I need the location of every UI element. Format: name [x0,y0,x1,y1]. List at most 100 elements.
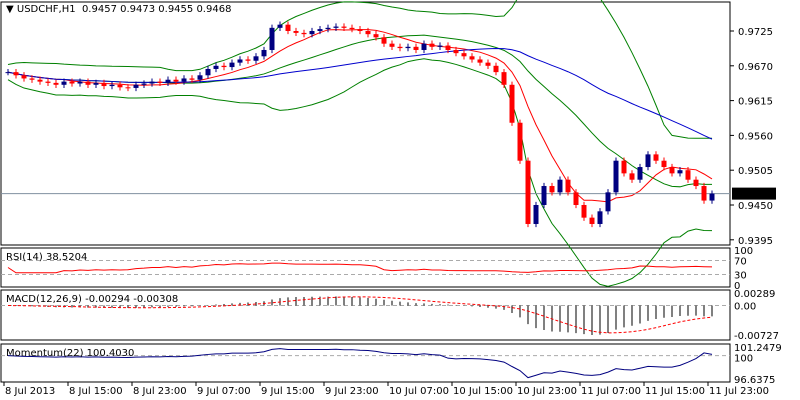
candle-body [381,37,387,44]
candle-body [157,81,163,83]
rsi-line [7,262,713,274]
rsi-label: RSI(14) 38.5204 [6,252,87,263]
candle-body [237,59,243,63]
candle-body [229,62,235,68]
candle-body [677,170,683,174]
current-price-marker [732,187,776,200]
price-tick-label: 0.9395 [738,236,773,247]
candle-body [5,72,11,74]
candle-body [613,160,619,193]
macd-tick-label: 0.00289 [734,289,775,300]
candle-body [429,43,435,47]
candle-body [357,29,363,31]
candle-body [485,62,491,66]
panel-rsi [0,247,731,288]
candle-body [437,45,443,47]
candle-body [133,84,139,88]
candle-body [109,84,115,87]
candle-body [85,81,91,85]
candle-body [117,84,123,88]
candle-body [653,154,659,161]
candle-body [221,65,227,68]
candle-body [261,49,267,57]
candle-body [277,24,283,28]
bollinger-middle [7,34,713,188]
time-tick-label: 10 Jul 07:00 [389,386,449,397]
candle-body [581,205,587,218]
momentum-label: Momentum(22) 100.4030 [6,348,134,359]
chart-title: ▼ USDCHF,H1 0.9457 0.9473 0.9455 0.9468 [6,4,231,15]
current-price-label: 0.9468 [738,190,773,201]
ohlc-values: 0.9457 0.9473 0.9455 0.9468 [81,4,232,15]
candle-body [269,27,275,50]
panel-mom [0,343,731,383]
price-tick-label: 0.9615 [738,97,773,108]
candle-body [253,56,259,61]
candle-body [645,154,651,168]
price-tick-label: 0.9505 [738,166,773,177]
candle-body [69,81,75,84]
candle-body [445,45,451,50]
candle-body [637,167,643,180]
panel-main [0,1,731,246]
macd-tick-label: -0.00727 [734,331,779,342]
candle-body [285,24,291,31]
panel-macd [0,289,731,341]
candle-body [549,186,555,193]
time-tick-label: 8 Jul 2013 [5,386,55,397]
candle-body [37,79,43,82]
candle-body [149,81,155,84]
candle-body [493,65,499,73]
candle-body [469,56,475,60]
time-tick-label: 11 Jul 07:00 [581,386,641,397]
price-tick-label: 0.9560 [738,131,773,142]
candle-body [453,49,459,54]
moving-average-fast [7,29,713,203]
price-tick-label: 0.9670 [738,62,773,73]
candle-body [341,26,347,28]
candle-body [413,46,419,50]
rsi-tick-label: 0 [734,281,740,292]
time-tick-label: 8 Jul 15:00 [69,386,123,397]
bollinger-lower [7,58,713,287]
candle-body [565,179,571,193]
candle-body [597,211,603,224]
time-tick-label: 11 Jul 15:00 [645,386,705,397]
macd-tick-label: 0.00 [734,302,756,313]
time-tick-label: 9 Jul 23:00 [325,386,379,397]
moving-average-slow [7,47,713,140]
time-tick-label: 10 Jul 15:00 [453,386,513,397]
candle-body [293,31,299,33]
candle-body [93,82,99,85]
time-tick-label: 9 Jul 15:00 [261,386,315,397]
candle-body [125,87,131,89]
candle-body [589,217,595,224]
candle-body [77,81,83,84]
candle-body [477,59,483,63]
candle-body [389,43,395,47]
candle-body [709,193,715,201]
candle-body [245,59,251,61]
candle-body [61,81,67,85]
bollinger-upper [7,0,713,139]
candle-body [397,46,403,49]
candle-body [205,68,211,76]
candle-body [509,84,515,123]
candle-body [525,160,531,224]
candle-body [13,72,19,76]
candle-body [541,186,547,205]
candle-body [629,173,635,180]
candle-body [197,75,203,80]
candle-body [21,75,27,79]
collapse-triangle-icon[interactable]: ▼ [6,4,14,15]
candle-body [533,205,539,224]
time-tick-label: 11 Jul 23:00 [709,386,769,397]
candle-body [693,179,699,187]
rsi-tick-label: 70 [734,257,747,268]
candle-body [141,83,147,85]
candle-body [301,32,307,35]
candle-body [45,81,51,83]
candle-body [365,31,371,35]
